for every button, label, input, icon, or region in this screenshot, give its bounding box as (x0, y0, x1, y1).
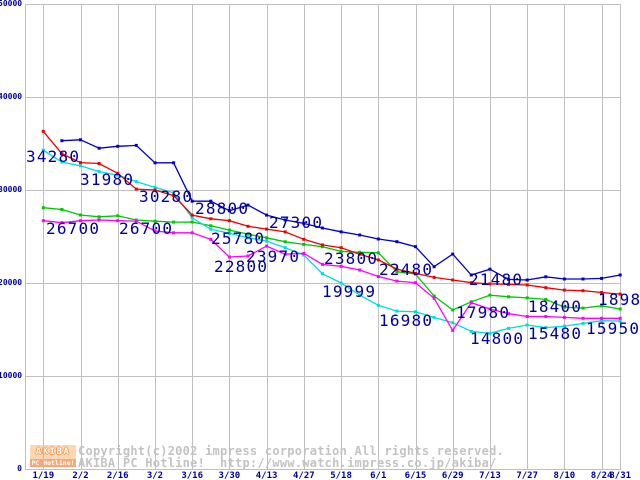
x-axis-tick-label: 4/27 (292, 471, 315, 480)
price-annotation: 21480 (469, 270, 524, 289)
price-annotation: 28800 (195, 199, 250, 218)
price-annotation: 18980 (598, 290, 640, 309)
x-axis-tick-label: 8/31 (609, 471, 632, 480)
copyright-line-2: AKIBA PC Hotline! http://www.watch.impre… (78, 456, 497, 470)
y-axis-tick-label: 10000 (0, 371, 23, 380)
price-annotation: 27300 (269, 213, 324, 232)
x-axis-tick-label: 8/10 (553, 471, 576, 480)
y-axis-tick-label: 50000 (0, 0, 23, 9)
x-axis-tick-label: 7/27 (516, 471, 538, 480)
x-axis-tick-label: 6/1 (370, 471, 387, 480)
price-annotation: 26700 (119, 219, 174, 238)
x-axis-tick-label: 3/2 (146, 471, 164, 480)
price-annotation: 15480 (528, 324, 583, 343)
price-annotation: 34280 (26, 147, 81, 166)
x-axis-tick-label: 7/13 (479, 471, 501, 480)
price-annotation: 14800 (470, 329, 525, 348)
y-axis-tick-label: 20000 (0, 278, 23, 287)
price-annotation: 22480 (379, 260, 434, 279)
y-axis-tick-label: 40000 (0, 92, 23, 101)
price-annotation: 17980 (456, 303, 511, 322)
copyright-notice: Copyright(c)2002 impress corporation All… (78, 445, 504, 469)
x-axis-tick-label: 6/29 (441, 471, 464, 480)
x-axis-tick-label: 4/13 (255, 471, 278, 480)
x-axis-tick-label: 3/30 (218, 471, 241, 480)
x-axis-tick-label: 6/15 (404, 471, 427, 480)
x-axis-tick-label: 5/18 (330, 471, 352, 480)
y-axis-tick-label: 0 (17, 464, 22, 473)
price-annotation: 16980 (379, 311, 434, 330)
price-annotation: 22800 (214, 257, 269, 276)
akiba-pc-hotline-logo: AKIBA PC Hotline! (30, 445, 76, 467)
x-axis-tick-label: 3/16 (181, 471, 204, 480)
x-axis-tick-label: 8/24 (590, 471, 613, 480)
x-axis-tick-label: 1/19 (32, 471, 55, 480)
price-annotation: 30280 (139, 187, 194, 206)
price-annotation: 31980 (80, 170, 135, 189)
price-annotation: 23800 (324, 249, 379, 268)
logo-pc-hotline-text: PC Hotline! (30, 459, 76, 467)
price-annotation: 26700 (46, 219, 101, 238)
copyright-line-1: Copyright(c)2002 impress corporation All… (78, 444, 505, 458)
price-annotation: 25780 (211, 229, 266, 248)
x-axis-tick-label: 2/2 (72, 471, 89, 480)
price-annotation: 19999 (322, 282, 377, 301)
price-annotation: 15950 (586, 319, 640, 338)
y-axis-tick-label: 30000 (0, 185, 23, 194)
logo-akiba-text: AKIBA (30, 445, 76, 459)
price-annotation: 23970 (246, 247, 301, 266)
price-annotation: 18400 (528, 297, 583, 316)
x-axis-tick-label: 2/16 (106, 471, 129, 480)
